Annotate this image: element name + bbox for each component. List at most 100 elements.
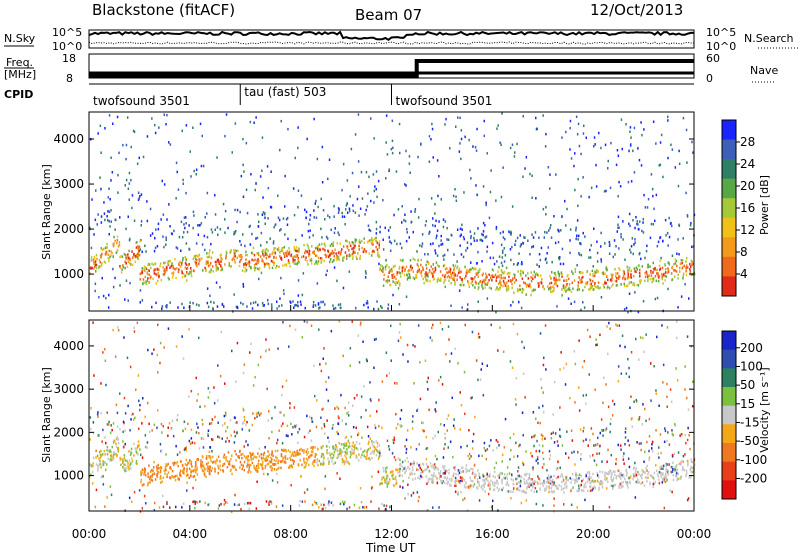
data-point — [279, 251, 281, 254]
data-point — [535, 502, 538, 506]
data-point — [130, 467, 132, 470]
data-point — [607, 285, 609, 289]
data-point — [133, 418, 135, 421]
data-point — [682, 275, 685, 278]
data-point — [245, 263, 248, 267]
data-point — [603, 477, 606, 481]
data-point — [328, 440, 330, 443]
data-point — [143, 483, 145, 486]
data-point — [411, 468, 414, 472]
data-point — [329, 254, 331, 257]
data-point — [365, 408, 367, 412]
data-point — [307, 245, 309, 248]
data-point — [159, 465, 162, 469]
data-point — [550, 277, 552, 280]
data-point — [397, 287, 400, 290]
data-point — [154, 123, 156, 127]
data-point — [366, 359, 368, 363]
data-point — [397, 339, 400, 342]
data-point — [296, 246, 298, 249]
data-point — [131, 459, 134, 463]
data-point — [216, 156, 218, 159]
data-point — [253, 121, 255, 124]
data-point — [132, 256, 134, 259]
data-point — [516, 288, 519, 291]
data-point — [452, 455, 454, 459]
data-point — [670, 143, 672, 147]
data-point — [273, 226, 275, 229]
data-point — [633, 475, 635, 478]
data-point — [617, 226, 619, 230]
data-point — [610, 474, 613, 477]
data-point — [310, 446, 312, 449]
data-point — [613, 473, 616, 476]
data-point — [223, 453, 226, 456]
data-point — [282, 422, 284, 425]
data-point — [582, 394, 585, 397]
data-point — [239, 466, 241, 469]
data-point — [298, 247, 300, 250]
data-point — [190, 460, 192, 463]
data-point — [495, 288, 497, 291]
data-point — [488, 286, 491, 289]
data-point — [250, 470, 252, 474]
data-point — [473, 232, 476, 235]
data-point — [267, 450, 269, 453]
data-point — [257, 267, 259, 270]
data-point — [503, 476, 505, 480]
data-point — [224, 218, 226, 221]
data-point — [477, 286, 480, 289]
data-point — [378, 240, 381, 243]
data-point — [588, 278, 591, 281]
data-point — [254, 417, 256, 420]
data-point — [553, 481, 556, 484]
data-point — [154, 236, 156, 240]
data-point — [529, 172, 531, 176]
data-point — [442, 264, 445, 268]
data-point — [639, 281, 641, 284]
data-point — [565, 290, 567, 293]
data-point — [470, 396, 472, 400]
data-point — [618, 275, 620, 278]
data-point — [443, 447, 445, 450]
data-point — [396, 281, 399, 284]
data-point — [518, 489, 521, 492]
data-point — [434, 252, 437, 255]
data-point — [582, 231, 584, 235]
data-point — [276, 300, 278, 303]
data-point — [615, 272, 617, 275]
data-point — [134, 254, 137, 258]
data-point — [98, 258, 101, 262]
data-point — [385, 141, 387, 144]
data-point — [206, 261, 209, 264]
data-point — [139, 408, 141, 412]
data-point — [445, 470, 447, 473]
data-point — [632, 283, 634, 286]
data-point — [291, 433, 293, 436]
data-point — [160, 481, 162, 484]
data-point — [444, 476, 446, 479]
data-point — [628, 292, 631, 295]
data-point — [381, 426, 383, 430]
data-point — [419, 397, 422, 401]
data-point — [361, 436, 363, 439]
data-point — [381, 482, 383, 485]
data-point — [207, 434, 209, 437]
data-point — [388, 371, 391, 375]
data-point — [261, 458, 263, 461]
data-point — [122, 466, 124, 469]
data-point — [412, 230, 414, 234]
data-point — [586, 471, 589, 474]
data-point — [306, 320, 308, 324]
data-point — [209, 465, 211, 468]
data-point — [434, 408, 436, 411]
data-point — [125, 279, 128, 282]
data-point — [671, 278, 673, 282]
data-point — [171, 232, 173, 236]
data-point — [267, 302, 270, 306]
data-point — [250, 266, 252, 269]
data-point — [100, 264, 103, 267]
data-point — [153, 466, 155, 469]
data-point — [627, 311, 629, 314]
data-point — [396, 481, 398, 485]
